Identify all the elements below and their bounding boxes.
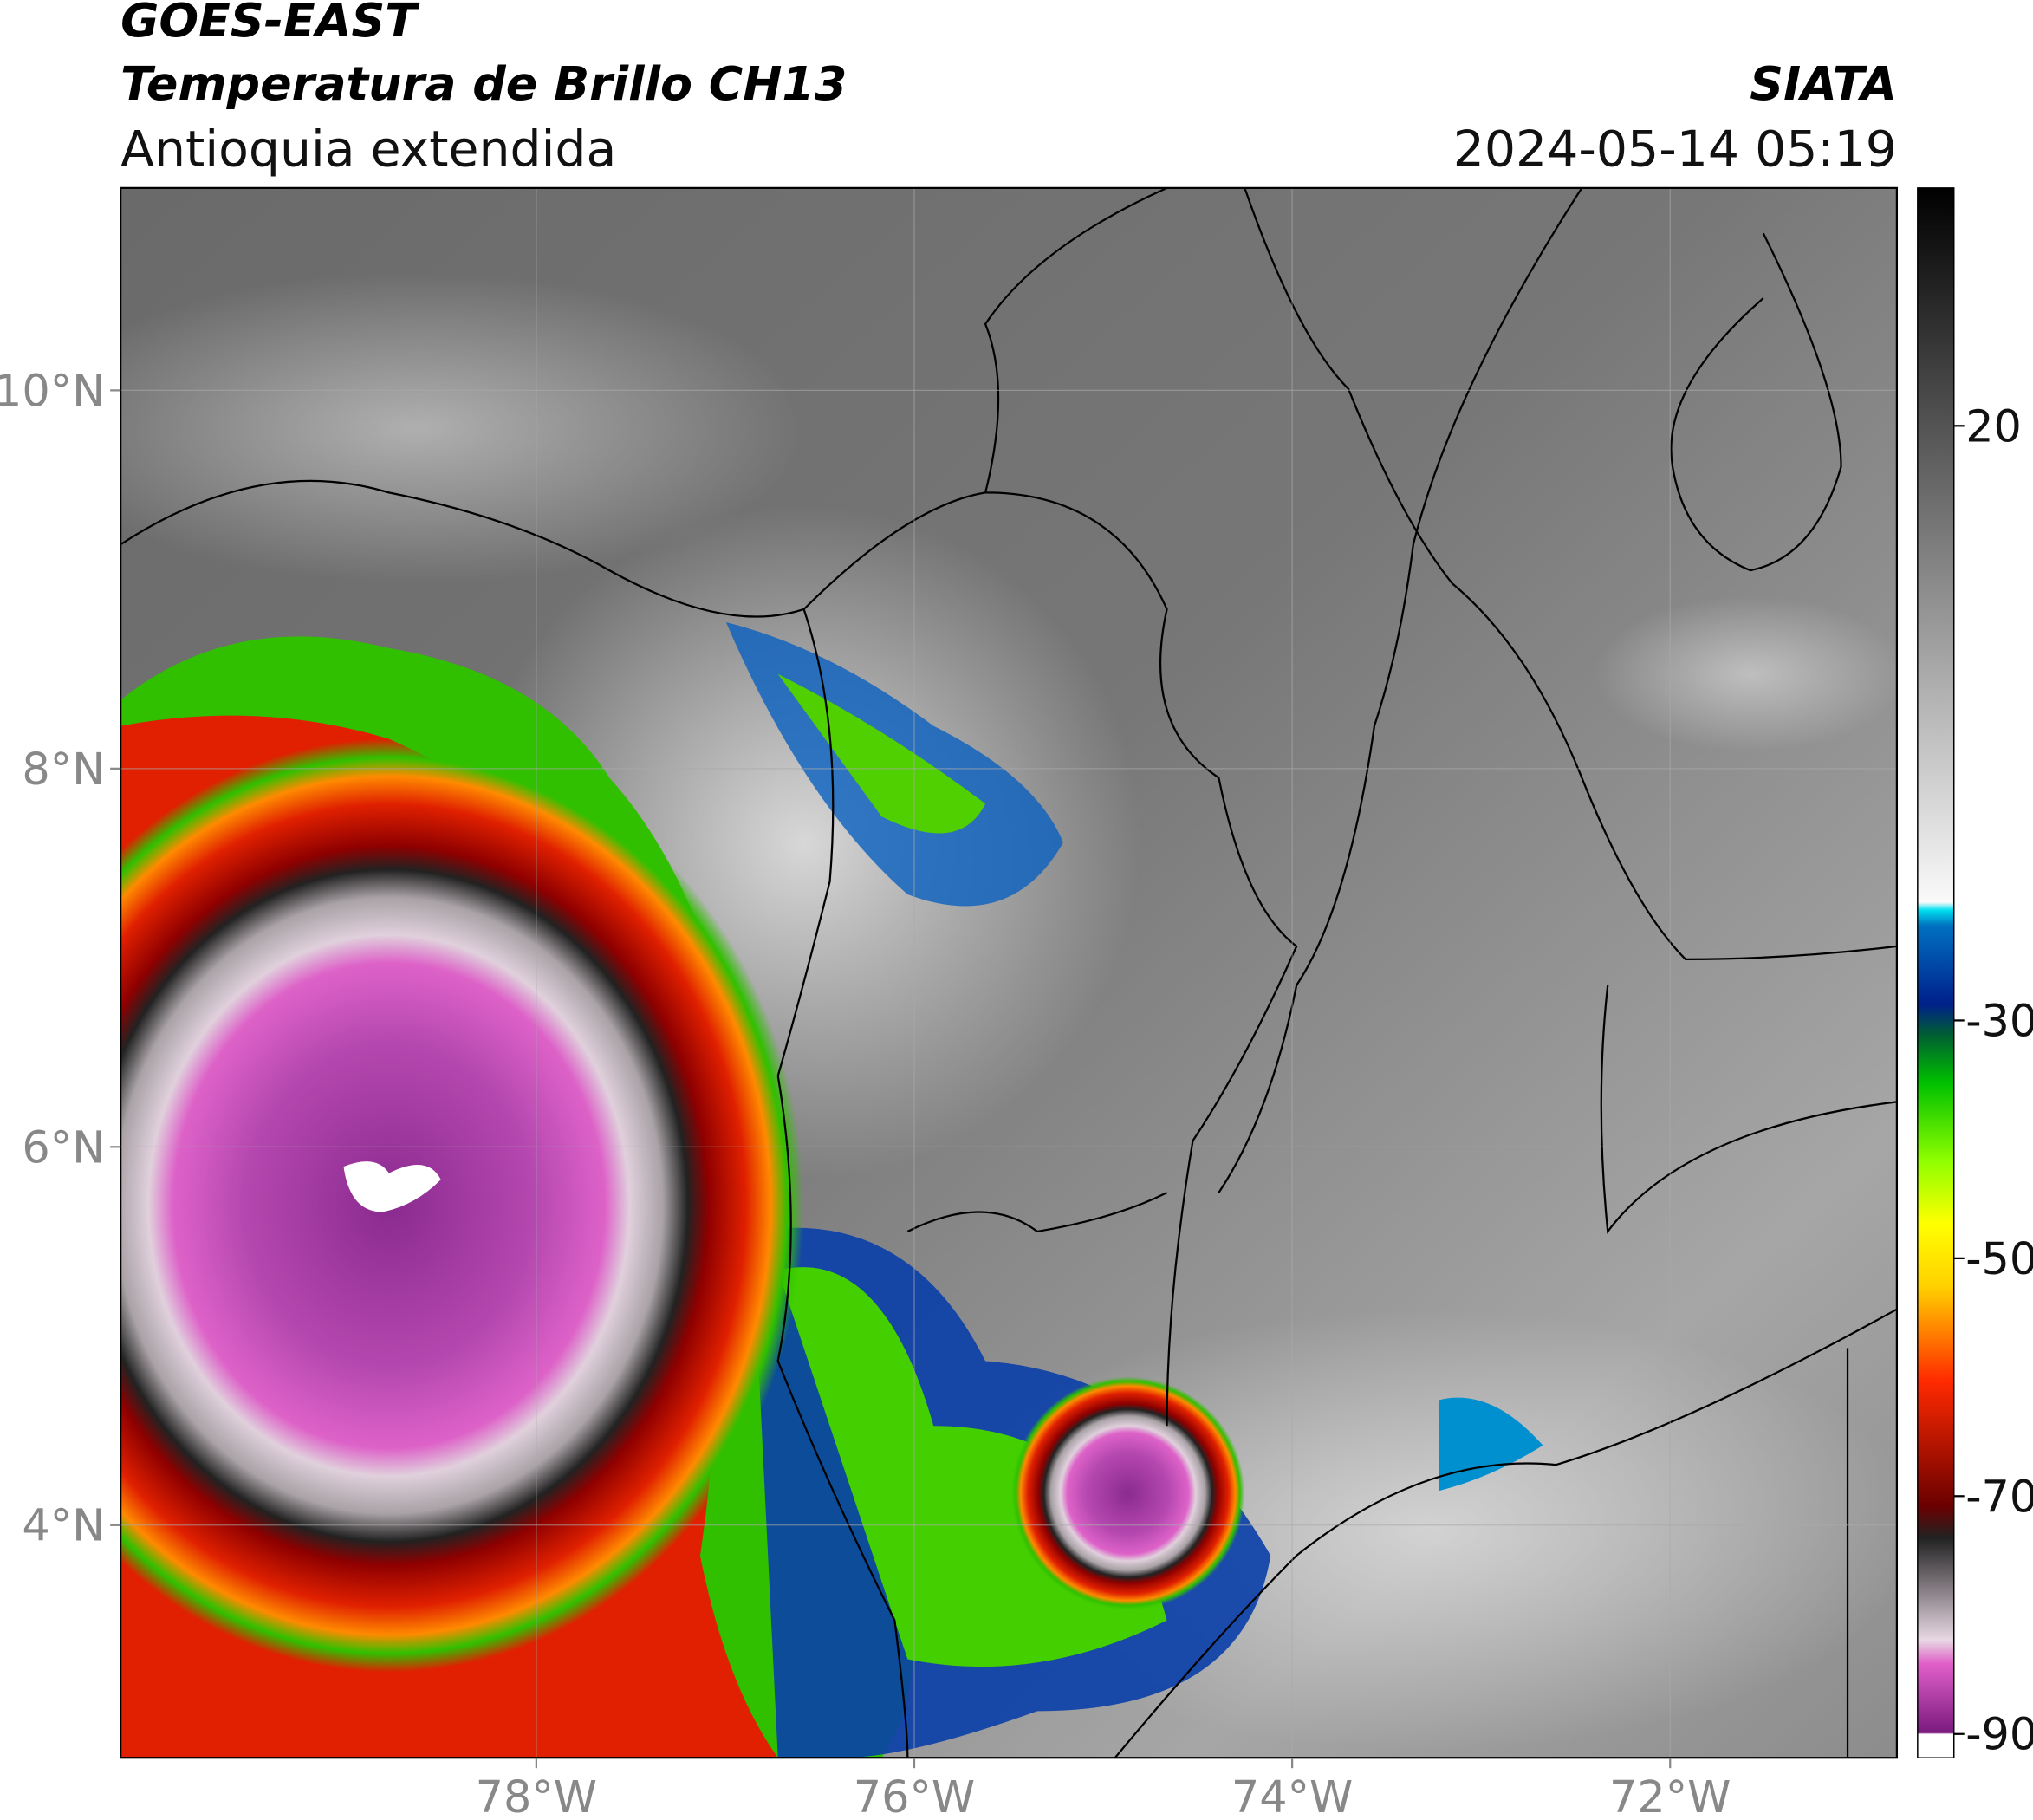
x-tick-label: 78°W (476, 1771, 597, 1820)
x-tick-label: 76°W (854, 1771, 975, 1820)
satellite-image (120, 187, 1897, 1758)
grid (120, 187, 1897, 1758)
map-frame (120, 186, 1899, 1759)
datetime: 2024-05-14 05:19 (1453, 120, 1897, 178)
colorbar-tick-label: -30 (1965, 995, 2033, 1046)
colorbar-tick-label: -50 (1965, 1233, 2033, 1284)
y-tick-label: 4°N (22, 1500, 105, 1551)
colorbar-tick-label: -70 (1965, 1471, 2033, 1522)
title: GOES-EAST (120, 0, 420, 48)
y-tick-label: 10°N (0, 365, 105, 416)
y-tick-label: 8°N (22, 744, 105, 795)
x-tick-label: 74°W (1231, 1771, 1353, 1820)
source: SIATA (1750, 56, 1897, 111)
subtitle: Temperatura de Brillo CH13 (120, 56, 847, 111)
x-tick-label: 72°W (1609, 1771, 1731, 1820)
y-tick-label: 6°N (22, 1121, 105, 1173)
colorbar-tick-label: -90 (1965, 1709, 2033, 1760)
region: Antioquia extendida (120, 120, 616, 178)
colorbar (1917, 187, 1955, 1758)
borders (120, 187, 1897, 1758)
colorbar-tick-label: 20 (1965, 400, 2022, 452)
